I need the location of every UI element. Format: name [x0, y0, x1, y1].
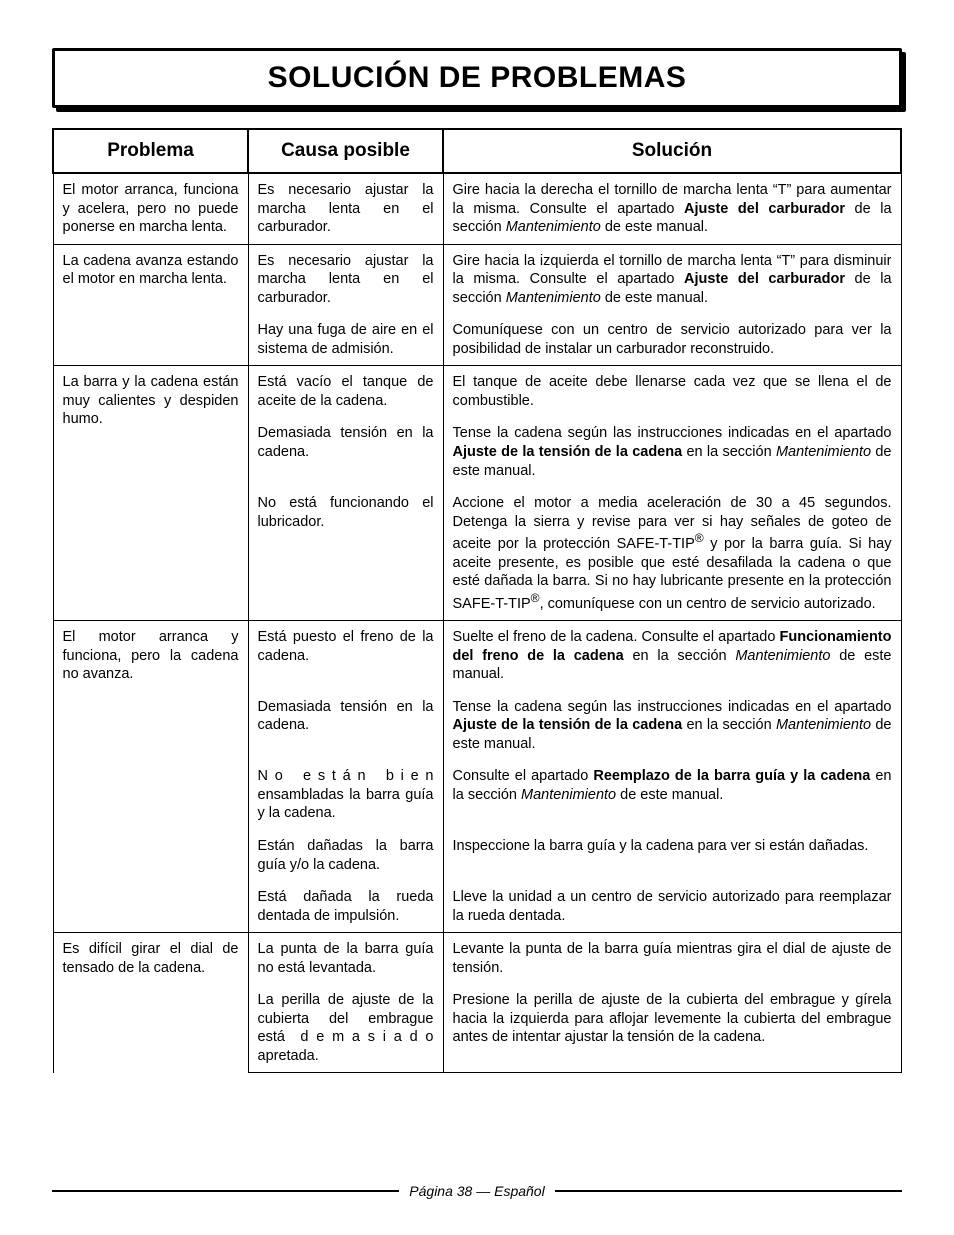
cell-solution: Gire hacia la derecha el tornillo de mar…: [443, 173, 901, 244]
cell-problem: La barra y la cadena están muy calientes…: [53, 366, 248, 621]
footer-rule-left: [52, 1190, 399, 1192]
cell-cause: Demasiada tensión en la cadena.: [248, 691, 443, 761]
cell-solution: Gire hacia la izquierda el tornillo de m…: [443, 244, 901, 314]
cell-cause: Hay una fuga de aire en el sistema de ad…: [248, 314, 443, 366]
col-header-solution: Solución: [443, 129, 901, 173]
cell-solution: Presione la perilla de ajuste de la cubi…: [443, 984, 901, 1073]
cell-solution: Comuníquese con un centro de servicio au…: [443, 314, 901, 366]
cell-cause: Está puesto el freno de la cadena.: [248, 621, 443, 691]
table-row: El motor arranca y funciona, pero la cad…: [53, 621, 901, 691]
cell-solution: Levante la punta de la barra guía mientr…: [443, 933, 901, 985]
cell-solution: Tense la cadena según las instrucciones …: [443, 417, 901, 487]
cell-problem: Es difícil girar el dial de tensado de l…: [53, 933, 248, 1073]
col-header-cause: Causa posible: [248, 129, 443, 173]
cell-problem: La cadena avanza estando el motor en mar…: [53, 244, 248, 366]
cell-cause: Demasiada tensión en la cadena.: [248, 417, 443, 487]
cell-cause: Está dañada la rueda dentada de impulsió…: [248, 881, 443, 933]
section-title-box: SOLUCIÓN DE PROBLEMAS: [52, 48, 902, 108]
table-header-row: Problema Causa posible Solución: [53, 129, 901, 173]
cell-solution: Tense la cadena según las instrucciones …: [443, 691, 901, 761]
cell-cause: La punta de la barra guía no está levant…: [248, 933, 443, 985]
manual-page: SOLUCIÓN DE PROBLEMAS Problema Causa pos…: [0, 0, 954, 1235]
table-row: El motor arranca, funciona y acelera, pe…: [53, 173, 901, 244]
cell-cause: Está vacío el tanque de aceite de la cad…: [248, 366, 443, 418]
footer-text: Página 38 — Español: [409, 1183, 544, 1199]
table-row: La cadena avanza estando el motor en mar…: [53, 244, 901, 314]
troubleshooting-table: Problema Causa posible Solución El motor…: [52, 128, 902, 1073]
cell-cause: Es necesario ajustar la marcha lenta en …: [248, 173, 443, 244]
cell-cause: La perilla de ajuste de la cubierta del …: [248, 984, 443, 1073]
cell-cause: Están dañadas la barra guía y/o la caden…: [248, 830, 443, 881]
cell-solution: Accione el motor a media aceleración de …: [443, 487, 901, 620]
table-row: Es difícil girar el dial de tensado de l…: [53, 933, 901, 985]
cell-solution: Lleve la unidad a un centro de servicio …: [443, 881, 901, 933]
cell-solution: Suelte el freno de la cadena. Consulte e…: [443, 621, 901, 691]
page-footer: Página 38 — Español: [52, 1183, 902, 1199]
cell-cause: No está funcionando el lubricador.: [248, 487, 443, 620]
footer-rule-right: [555, 1190, 902, 1192]
col-header-problem: Problema: [53, 129, 248, 173]
cell-cause: Es necesario ajustar la marcha lenta en …: [248, 244, 443, 314]
cell-problem: El motor arranca y funciona, pero la cad…: [53, 621, 248, 933]
cell-solution: El tanque de aceite debe llenarse cada v…: [443, 366, 901, 418]
section-title: SOLUCIÓN DE PROBLEMAS: [55, 61, 899, 95]
cell-problem: El motor arranca, funciona y acelera, pe…: [53, 173, 248, 244]
cell-solution: Consulte el apartado Reemplazo de la bar…: [443, 760, 901, 830]
table-row: La barra y la cadena están muy calientes…: [53, 366, 901, 418]
cell-solution: Inspeccione la barra guía y la cadena pa…: [443, 830, 901, 881]
cell-cause: N o e s t á n b i e n ensambladas la bar…: [248, 760, 443, 830]
